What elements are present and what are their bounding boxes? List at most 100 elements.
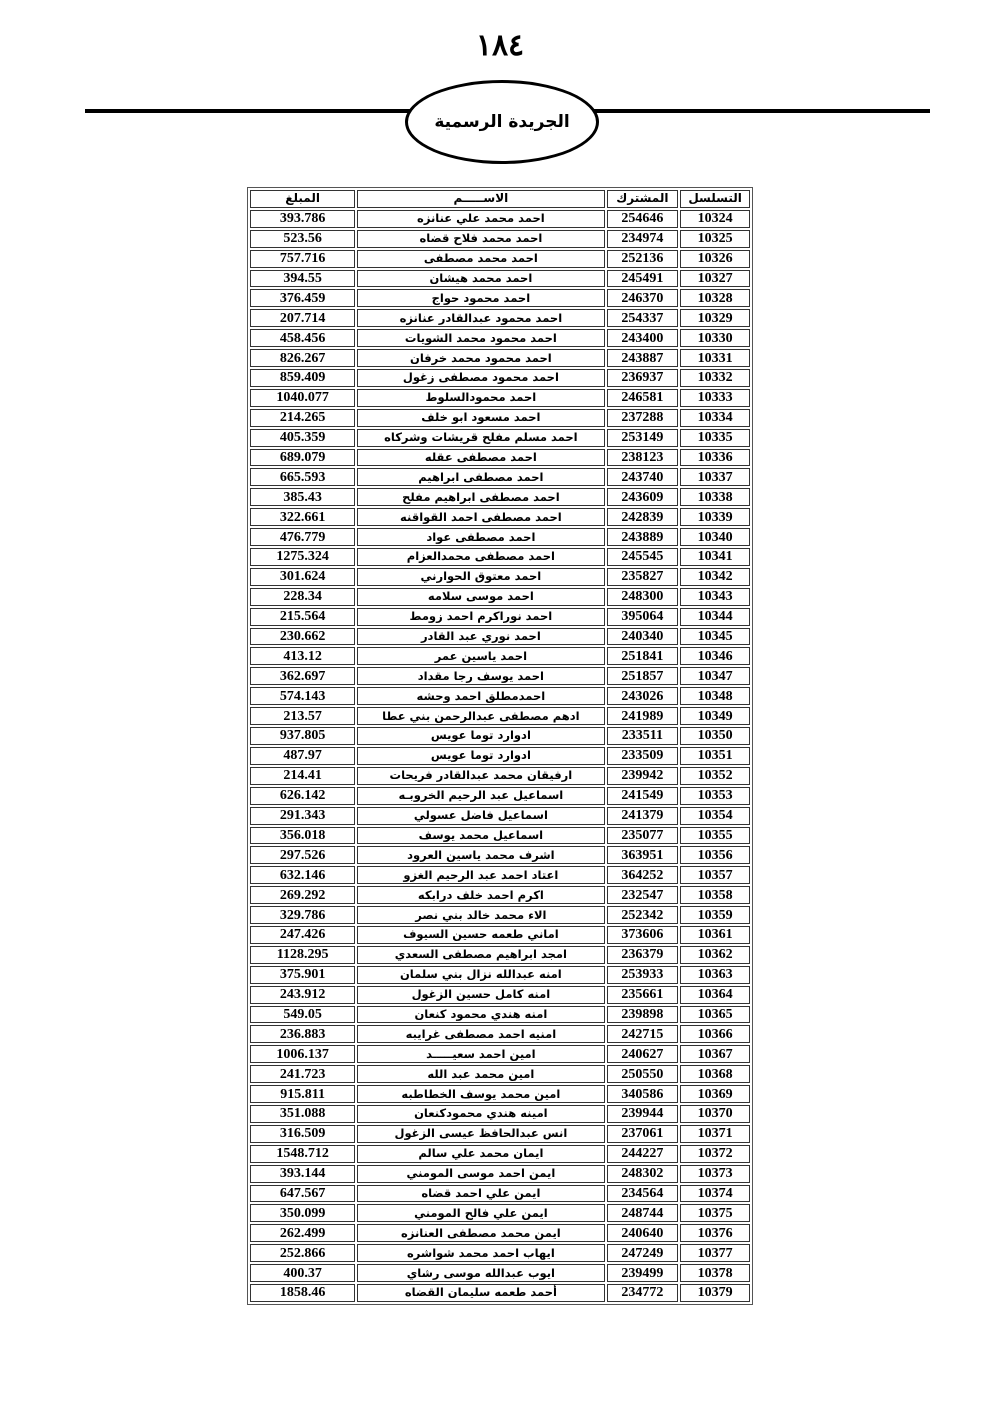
cell-serial: 10375 [680,1204,750,1223]
cell-amount: 213.57 [250,707,356,726]
cell-subscriber: 236937 [606,369,679,387]
cell-serial: 10343 [680,587,750,606]
cell-name: اسماعيل فاضل عسولي [357,806,605,825]
cell-subscriber: 240627 [606,1045,679,1064]
cell-subscriber: 243026 [606,687,679,706]
cell-subscriber: 246581 [606,388,679,407]
table-row: 10371 237061 انس عبدالحافظ عيسى الزغول 316.… [250,1124,750,1143]
cell-amount: 400.37 [250,1264,356,1282]
table-row: 10334 237288 احمد مسعود ابو خلف 214.265 [250,408,750,427]
cell-amount: 458.456 [250,329,356,348]
table-row: 10346 251841 احمد ياسين عمر 413.12 [250,647,750,666]
cell-name: احمد مصطفى عواد [357,528,605,547]
cell-subscriber: 252342 [606,906,679,924]
cell-subscriber: 236379 [606,945,679,964]
table-row: 10352 239942 ارفيقان محمد عبدالقادر فريحات… [250,766,750,785]
cell-subscriber: 234772 [606,1283,679,1302]
table-row: 10331 243887 احمد محمود محمد خرفان 826.267 [250,349,750,368]
table-row: 10333 246581 احمد محمودالسلوط 1040.077 [250,388,750,407]
cell-subscriber: 248300 [606,587,679,606]
cell-amount: 487.97 [250,746,356,765]
cell-name: امنه عبدالله نزال بني سلمان [357,965,605,984]
cell-amount: 393.786 [250,209,356,228]
cell-name: ايمن علي فالح المومني [357,1204,605,1223]
cell-name: احمد ياسين عمر [357,647,605,666]
cell-name: امين محمد عبد الله [357,1065,605,1084]
table-row: 10341 245545 احمد مصطفى محمدالعزام 1275.324 [250,548,750,566]
cell-subscriber: 244227 [606,1144,679,1163]
payments-table: التسلسل المشترك الاســـــم المبلغ 10324 2… [247,187,753,1305]
cell-subscriber: 248302 [606,1164,679,1183]
cell-serial: 10368 [680,1065,750,1084]
cell-subscriber: 253149 [606,428,679,447]
cell-name: احمد مسلم مفلح قريشات وشركاه [357,428,605,447]
cell-name: ايمان محمد علي سالم [357,1144,605,1163]
cell-serial: 10332 [680,369,750,387]
cell-subscriber: 241379 [606,806,679,825]
cell-subscriber: 233511 [606,727,679,745]
cell-subscriber: 235077 [606,826,679,845]
cell-subscriber: 239898 [606,1005,679,1024]
table-row: 10332 236937 احمد محمود مصطفى زغول 859.409 [250,369,750,387]
cell-serial: 10361 [680,925,750,944]
cell-serial: 10374 [680,1184,750,1203]
table-row: 10372 244227 ايمان محمد علي سالم 1548.712 [250,1144,750,1163]
table-row: 10379 234772 أحمد طعمه سليمان القضاه 1858.4… [250,1283,750,1302]
cell-name: أحمد طعمه سليمان القضاه [357,1283,605,1302]
table-row: 10347 251857 احمد يوسف رجا مقداد 362.697 [250,667,750,686]
cell-serial: 10351 [680,746,750,765]
cell-name: اماني طعمه حسين السيوف [357,925,605,944]
cell-serial: 10376 [680,1224,750,1243]
cell-subscriber: 253933 [606,965,679,984]
cell-serial: 10347 [680,667,750,686]
cell-serial: 10372 [680,1144,750,1163]
cell-amount: 376.459 [250,289,356,308]
cell-serial: 10345 [680,627,750,646]
cell-amount: 626.142 [250,786,356,805]
cell-serial: 10337 [680,468,750,487]
table-row: 10324 254646 احمد محمد علي عنانزه 393.786 [250,209,750,228]
cell-subscriber: 245545 [606,548,679,566]
table-row: 10327 245491 احمد محمد هيشان 394.55 [250,269,750,288]
table-row: 10328 246370 احمد محمود حواج 376.459 [250,289,750,308]
table-row: 10357 364252 اعتاد احمد عبد الرحيم الغزو 63… [250,866,750,885]
cell-subscriber: 251857 [606,667,679,686]
cell-serial: 10339 [680,508,750,527]
table-row: 10367 240627 امين احمد سعيـــــد 1006.137 [250,1045,750,1064]
cell-subscriber: 250550 [606,1065,679,1084]
cell-name: امنه كامل حسين الزغول [357,985,605,1004]
cell-amount: 301.624 [250,567,356,586]
cell-amount: 243.912 [250,985,356,1004]
cell-name: احمدمطلق احمد وحشه [357,687,605,706]
table-row: 10369 340586 امين محمد يوسف الخطاطبه 915.81… [250,1085,750,1103]
cell-amount: 413.12 [250,647,356,666]
cell-subscriber: 239944 [606,1104,679,1123]
cell-amount: 362.697 [250,667,356,686]
cell-serial: 10348 [680,687,750,706]
masthead-ellipse: الجريدة الرسمية [405,80,599,164]
cell-subscriber: 241549 [606,786,679,805]
table-row: 10326 252136 احمد محمد مصطفى 757.716 [250,249,750,268]
cell-amount: 1128.295 [250,945,356,964]
cell-amount: 214.265 [250,408,356,427]
cell-subscriber: 243887 [606,349,679,368]
cell-subscriber: 395064 [606,607,679,626]
cell-amount: 291.343 [250,806,356,825]
cell-amount: 350.099 [250,1204,356,1223]
table-row: 10354 241379 اسماعيل فاضل عسولي 291.343 [250,806,750,825]
cell-subscriber: 254337 [606,309,679,328]
cell-serial: 10356 [680,846,750,865]
cell-subscriber: 252136 [606,249,679,268]
cell-subscriber: 364252 [606,866,679,885]
cell-amount: 247.426 [250,925,356,944]
header-subscriber: المشترك [606,190,679,208]
cell-amount: 1858.46 [250,1283,356,1302]
cell-name: احمد محمودالسلوط [357,388,605,407]
cell-subscriber: 235661 [606,985,679,1004]
cell-amount: 405.359 [250,428,356,447]
cell-name: احمد يوسف رجا مقداد [357,667,605,686]
payments-table-container: التسلسل المشترك الاســـــم المبلغ 10324 2… [247,187,753,1305]
cell-serial: 10334 [680,408,750,427]
table-row: 10339 242839 احمد مصطفى احمد القواقنه 322.6… [250,508,750,527]
cell-serial: 10352 [680,766,750,785]
